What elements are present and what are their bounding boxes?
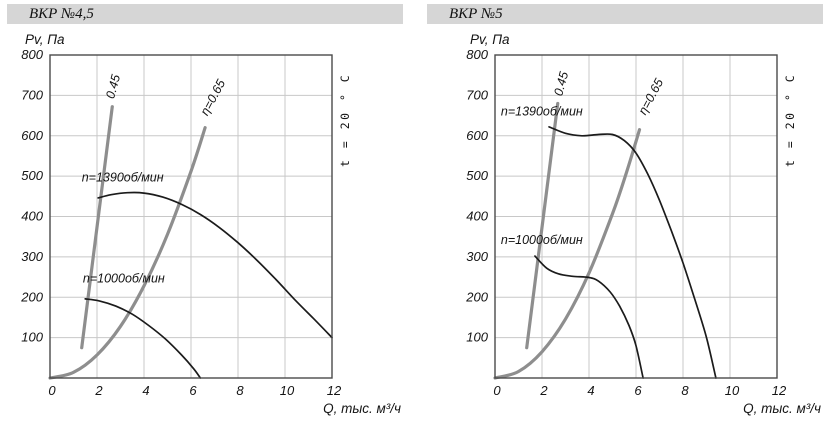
- y-tick-label: 800: [21, 47, 43, 62]
- y-tick-label: 100: [21, 330, 43, 345]
- y-tick-label: 500: [466, 168, 488, 183]
- y-tick-label: 200: [20, 289, 43, 304]
- n-1390-curve: [97, 191, 333, 339]
- temperature-note: t = 20 ° C: [783, 73, 797, 167]
- x-tick-label: 4: [142, 383, 149, 398]
- efficiency-045-line-label: 0.45: [103, 73, 123, 100]
- n-1390-curve: [548, 126, 717, 379]
- x-tick-label: 0: [493, 383, 501, 398]
- y-tick-label: 400: [466, 209, 488, 224]
- n-1000-curve: [84, 298, 202, 379]
- chart-title-bar: ВКР №4,5: [7, 4, 403, 24]
- efficiency-065-curve-label: η=0.65: [198, 77, 228, 118]
- x-tick-label: 6: [189, 383, 197, 398]
- y-tick-label: 300: [466, 249, 488, 264]
- y-tick-label: 500: [21, 168, 43, 183]
- chart-plot-vkr-5: n=1390об/мин n=1000об/мин 0.45 η=0.65 0 2 4 6 8 1…: [427, 4, 823, 421]
- y-tick-label: 600: [466, 128, 488, 143]
- y-tick-label: 100: [466, 330, 488, 345]
- y-axis-title: Pv, Па: [25, 32, 65, 47]
- x-tick-label: 12: [772, 383, 787, 398]
- x-tick-label: 6: [634, 383, 642, 398]
- chart-title: ВКР №5: [449, 5, 503, 22]
- y-tick-label: 700: [466, 87, 488, 102]
- y-tick-label: 300: [21, 249, 43, 264]
- plot-frame: [49, 54, 333, 379]
- x-tick-label: 12: [327, 383, 342, 398]
- y-tick-label: 700: [21, 87, 43, 102]
- efficiency-045-line: [80, 105, 114, 350]
- x-axis-title: Q, тыс. м³/ч: [323, 401, 401, 416]
- temperature-note: t = 20 ° C: [338, 73, 352, 167]
- n-1390-curve-label: n=1390об/мин: [82, 170, 164, 184]
- chart-panel-vkr-4-5: ВКР №4,5 n=1390об/мин n=1000об/мин 0.45 η=0…: [7, 4, 403, 421]
- n-1000-curve-label: n=1000об/мин: [83, 271, 165, 285]
- n-1390-curve-label: n=1390об/мин: [501, 105, 583, 119]
- y-tick-label: 400: [21, 209, 43, 224]
- efficiency-065-curve: [48, 126, 207, 380]
- x-tick-label: 4: [587, 383, 594, 398]
- x-axis-title: Q, тыс. м³/ч: [743, 401, 821, 416]
- n-1000-curve: [534, 255, 644, 379]
- x-tick-label: 8: [236, 383, 244, 398]
- efficiency-065-curve: [493, 128, 642, 380]
- x-tick-label: 10: [725, 383, 740, 398]
- chart-plot-vkr-4-5: n=1390об/мин n=1000об/мин 0.45 η=0.65 0 2 4 6 8 1…: [7, 4, 403, 421]
- x-tick-label: 2: [94, 383, 103, 398]
- chart-title: ВКР №4,5: [29, 5, 94, 22]
- y-axis-title: Pv, Па: [470, 32, 510, 47]
- y-tick-label: 800: [466, 47, 488, 62]
- chart-panel-vkr-5: ВКР №5 n=1390об/мин n=1000об/мин 0.45 η=0.6…: [427, 4, 823, 421]
- chart-title-bar: ВКР №5: [427, 4, 823, 24]
- x-tick-label: 2: [539, 383, 548, 398]
- efficiency-045-line-label: 0.45: [551, 70, 571, 97]
- y-tick-label: 600: [21, 128, 43, 143]
- chart-canvas: n=1390об/мин n=1000об/мин 0.45 η=0.65 0 2 4 6 8 1…: [465, 32, 821, 416]
- n-1000-curve-label: n=1000об/мин: [501, 233, 583, 247]
- efficiency-065-curve-label: η=0.65: [636, 76, 666, 117]
- x-tick-label: 10: [280, 383, 295, 398]
- y-tick-label: 200: [465, 289, 488, 304]
- x-tick-label: 8: [681, 383, 689, 398]
- plot-frame: [494, 54, 778, 379]
- x-tick-label: 0: [48, 383, 56, 398]
- chart-canvas: n=1390об/мин n=1000об/мин 0.45 η=0.65 0 2 4 6 8 1…: [20, 32, 401, 416]
- efficiency-045-line: [525, 101, 560, 350]
